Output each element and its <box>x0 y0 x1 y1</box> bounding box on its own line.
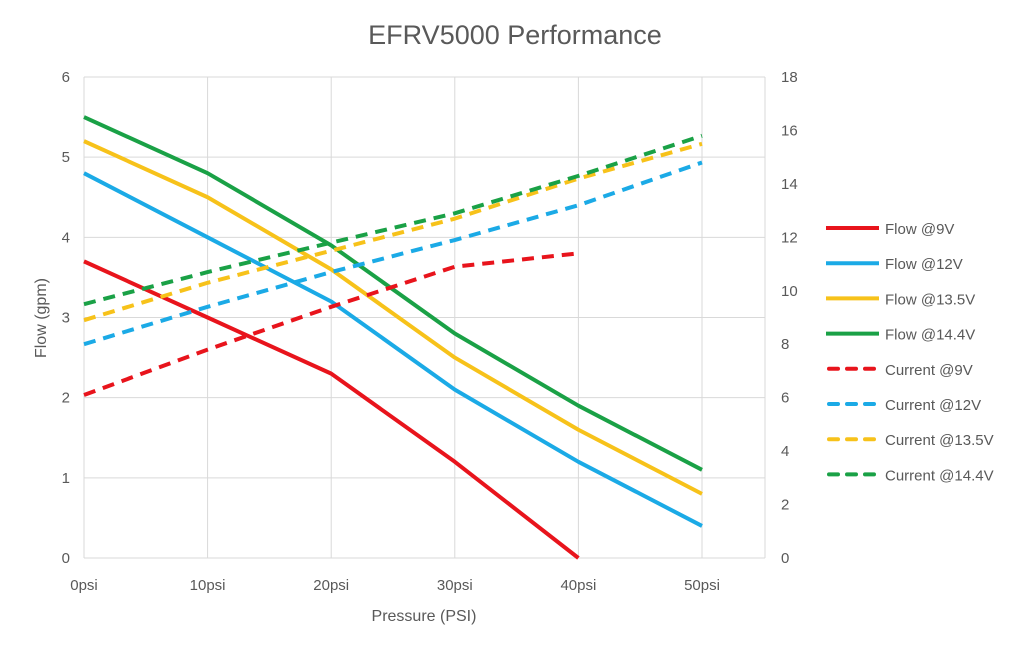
series-line <box>83 251 579 397</box>
y-tick-label: 6 <box>62 69 70 86</box>
x-axis-label: Pressure (PSI) <box>372 608 477 625</box>
y-tick-label: 4 <box>62 229 70 246</box>
y-tick-label: 1 <box>62 470 70 487</box>
y2-tick-label: 2 <box>781 497 789 514</box>
series-line <box>83 139 703 496</box>
legend-label: Current @14.4V <box>885 467 994 484</box>
y-tick-label: 3 <box>62 310 70 327</box>
x-tick-label: 10psi <box>190 577 226 594</box>
x-tick-label: 0psi <box>70 577 98 594</box>
legend-label: Flow @9V <box>885 221 954 238</box>
y2-tick-label: 18 <box>781 69 798 86</box>
x-axis: 0psi 10psi 20psi 30psi 40psi 50psi <box>70 577 720 594</box>
y2-tick-label: 12 <box>781 229 798 246</box>
chart-title: EFRV5000 Performance <box>368 20 662 50</box>
y2-tick-label: 0 <box>781 550 789 567</box>
legend-label: Current @12V <box>885 397 981 414</box>
y2-tick-label: 10 <box>781 283 798 300</box>
y-axis-label: Flow (gpm) <box>33 278 50 358</box>
legend-label: Flow @14.4V <box>885 327 975 344</box>
legend-label: Flow @12V <box>885 256 963 273</box>
series-line <box>83 133 703 307</box>
y-tick-label: 0 <box>62 550 70 567</box>
series-line <box>83 141 703 323</box>
x-tick-label: 50psi <box>684 577 720 594</box>
y2-tick-label: 4 <box>781 443 789 460</box>
y-axis-right: 0 2 4 6 8 10 12 14 16 18 <box>781 69 798 567</box>
legend-label: Current @9V <box>885 362 973 379</box>
y2-tick-label: 6 <box>781 390 789 407</box>
x-tick-label: 20psi <box>313 577 349 594</box>
legend-label: Flow @13.5V <box>885 291 975 308</box>
legend: Flow @9V Flow @12V Flow @13.5V Flow @14.4V C… <box>826 221 994 484</box>
gridlines <box>83 76 766 559</box>
y-axis-left: 0 1 2 3 4 5 6 <box>62 69 70 567</box>
y-tick-label: 5 <box>62 149 70 166</box>
series-line <box>83 171 703 528</box>
legend-label: Current @13.5V <box>885 432 994 449</box>
series-line <box>83 259 580 560</box>
series-line <box>83 160 703 347</box>
series-line <box>83 115 703 472</box>
y2-tick-label: 14 <box>781 176 798 193</box>
y-tick-label: 2 <box>62 390 70 407</box>
series-lines <box>83 115 703 560</box>
y2-tick-label: 8 <box>781 336 789 353</box>
x-tick-label: 30psi <box>437 577 473 594</box>
y2-tick-label: 16 <box>781 122 798 139</box>
x-tick-label: 40psi <box>560 577 596 594</box>
